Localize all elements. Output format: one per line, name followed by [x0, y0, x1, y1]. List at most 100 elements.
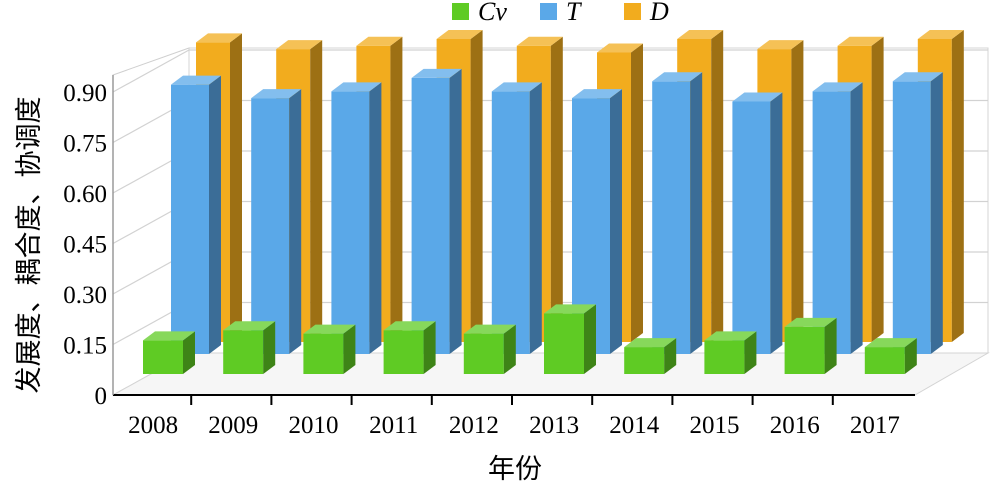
bar-side [529, 82, 542, 355]
bar-top [812, 82, 863, 92]
bar-side [744, 331, 757, 374]
bar-front [411, 77, 450, 354]
bar-top [303, 324, 356, 334]
bar-side [369, 82, 382, 355]
bar-side [230, 33, 242, 342]
bar-top [597, 43, 643, 53]
y-tick-label: 0 [95, 383, 108, 410]
y-tick-label: 0.60 [63, 181, 107, 208]
bar-top [331, 82, 382, 92]
bar-cv-2014 [624, 338, 677, 374]
bar-side [610, 89, 622, 354]
bar-top [917, 30, 964, 39]
bar-top [411, 68, 462, 78]
bar-front [223, 330, 264, 374]
x-tick-label: 2008 [128, 412, 178, 439]
x-axis-title: 年份 [488, 454, 542, 484]
bar-front [383, 330, 424, 374]
bar-front [171, 84, 209, 355]
bar-side [631, 43, 643, 342]
x-tick-label: 2011 [369, 412, 418, 439]
x-tick-label: 2017 [850, 412, 900, 439]
bar-side [824, 317, 837, 374]
bar-top [276, 40, 323, 50]
bar-t-2016 [812, 82, 863, 355]
bar-t-2014 [652, 72, 703, 355]
bar-cv-2013 [544, 304, 596, 374]
bar-top [652, 72, 703, 82]
bar-top [356, 36, 403, 46]
bar-cv-2009 [223, 321, 276, 374]
bar-side [289, 89, 302, 354]
y-tick-label: 0.75 [63, 131, 107, 158]
bar-t-2008 [171, 75, 221, 355]
y-tick-label: 0.90 [63, 80, 107, 107]
bar-front [251, 98, 290, 354]
y-tick-label: 0.15 [63, 333, 107, 360]
legend-swatch-d [624, 3, 641, 20]
bar-top [732, 92, 783, 102]
bar-top [544, 304, 596, 314]
bar-top [383, 321, 436, 331]
bar-front [864, 347, 905, 374]
bar-side [263, 321, 276, 374]
bar-top [624, 338, 677, 348]
bar-side [183, 331, 195, 374]
bar-side [711, 30, 724, 342]
y-tick-label: 0.45 [63, 232, 107, 259]
bar-t-2017 [892, 72, 943, 355]
bar-top [757, 40, 804, 50]
bar-cv-2010 [303, 324, 356, 374]
bar-t-2015 [732, 92, 783, 354]
legend-label-d: D [649, 0, 669, 26]
bar-t-2011 [411, 68, 462, 354]
chart-axes: 0 0.15 0.30 0.45 0.60 0.75 0.90 2008 2009 2010 201… [14, 75, 915, 484]
bar-side [770, 92, 783, 354]
bar-side [584, 304, 596, 374]
bar-side [904, 338, 917, 374]
bar-top [251, 89, 302, 99]
bar-side [850, 82, 863, 355]
bar-top [864, 338, 917, 348]
bar-top [223, 321, 276, 331]
x-tick-label: 2015 [690, 412, 740, 439]
bar-side [343, 324, 356, 374]
x-tick-label: 2010 [289, 412, 339, 439]
bar-side [209, 75, 221, 355]
bar-front [463, 333, 504, 374]
bar-side [871, 36, 884, 342]
bar-side [690, 72, 703, 355]
bar-top [784, 317, 837, 327]
legend-label-cv: Cv [478, 0, 507, 26]
gridline-side [112, 49, 190, 93]
bar-side [930, 72, 943, 355]
bar-front [544, 313, 584, 374]
bar-cv-2011 [383, 321, 436, 374]
bar-cv-2016 [784, 317, 837, 374]
bar-side [791, 40, 804, 342]
bar-top [491, 82, 542, 92]
bar-cv-2012 [463, 324, 516, 374]
bar-t-2009 [251, 89, 302, 354]
bar-cv-2017 [864, 338, 917, 374]
chart-legend: Cv T D [452, 0, 669, 26]
y-axis-title: 发展度、耦合度、协调度 [14, 97, 44, 394]
legend-label-t: T [566, 0, 582, 26]
bar-side [470, 30, 483, 342]
bar-front [812, 91, 851, 355]
bar-cv-2015 [704, 331, 757, 374]
x-tick-label: 2016 [770, 412, 820, 439]
x-tick-label: 2009 [208, 412, 258, 439]
bar-top [171, 75, 221, 85]
bar-top [463, 324, 516, 334]
legend-swatch-cv [452, 3, 469, 20]
bar-front [491, 91, 530, 355]
bar-t-2012 [491, 82, 542, 355]
chart-bars [143, 30, 964, 374]
bar-side [449, 68, 462, 354]
bar-front [303, 333, 344, 374]
bar-front [892, 81, 931, 355]
x-tick-label: 2012 [449, 412, 499, 439]
bar-side [550, 36, 563, 342]
